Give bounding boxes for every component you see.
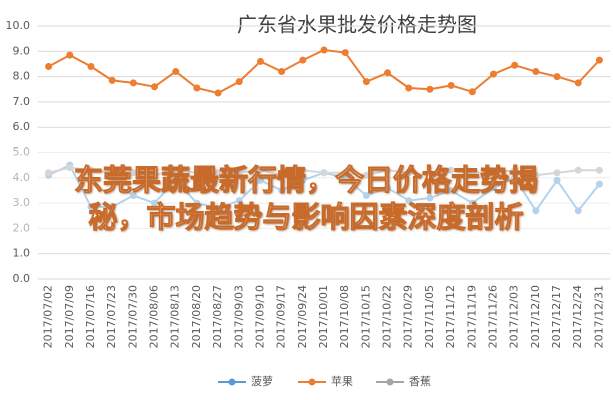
x-tick-label: 2017/08/06 [148, 285, 161, 348]
x-tick-label: 2017/11/12 [444, 285, 457, 348]
y-tick-label: 1.0 [13, 247, 31, 260]
x-tick-label: 2017/08/27 [211, 285, 224, 348]
y-tick-label: 7.0 [13, 95, 31, 108]
x-tick-label: 2017/10/01 [317, 285, 330, 348]
point-marker [595, 56, 603, 64]
x-tick-label: 2017/12/10 [529, 285, 542, 348]
point-marker [511, 61, 519, 69]
point-marker [553, 73, 561, 81]
point-marker [172, 68, 180, 76]
chart-title: 广东省水果批发价格走势图 [237, 13, 477, 37]
banner-text: 东莞果蔬最新行情，今日价格走势揭秘，市场趋势与影响因素深度剖析 [73, 163, 538, 235]
legend-label: 菠萝 [251, 375, 273, 388]
point-marker [405, 84, 413, 92]
x-tick-label: 2017/11/19 [465, 285, 478, 348]
legend-label: 香蕉 [409, 375, 431, 388]
x-tick-label: 2017/07/02 [42, 285, 55, 348]
banner: 东莞果蔬最新行情，今日价格走势揭秘，市场趋势与影响因素深度剖析 [0, 148, 613, 245]
point-marker [384, 69, 392, 77]
y-tick-label: 9.0 [13, 44, 31, 57]
point-marker [574, 79, 582, 87]
y-tick-label: 0.0 [13, 272, 31, 285]
x-tick-label: 2017/07/30 [126, 285, 139, 348]
x-tick-label: 2017/12/31 [592, 285, 605, 348]
legend-label: 苹果 [331, 374, 353, 388]
point-marker [341, 49, 349, 57]
point-marker [299, 56, 307, 64]
x-tick-label: 2017/07/23 [105, 285, 118, 348]
point-marker [362, 78, 370, 86]
point-marker [278, 68, 286, 76]
legend-marker [386, 378, 394, 386]
point-marker [320, 46, 328, 54]
x-tick-label: 2017/11/05 [423, 285, 436, 348]
point-marker [532, 68, 540, 76]
point-marker [87, 62, 95, 70]
point-marker [256, 57, 264, 65]
x-tick-label: 2017/07/16 [84, 285, 97, 348]
legend-marker [228, 378, 236, 386]
x-tick-label: 2017/09/24 [296, 285, 309, 348]
point-marker [66, 51, 74, 59]
x-tick-label: 2017/09/10 [253, 285, 266, 348]
point-marker [45, 62, 53, 70]
point-marker [235, 78, 243, 86]
legend-marker [308, 378, 316, 386]
point-marker [151, 83, 159, 91]
x-tick-label: 2017/09/17 [275, 285, 288, 348]
point-marker [468, 88, 476, 96]
point-marker [193, 84, 201, 92]
x-tick-label: 2017/10/15 [359, 285, 372, 348]
x-tick-label: 2017/10/08 [338, 285, 351, 348]
point-marker [108, 76, 116, 84]
y-tick-label: 6.0 [13, 120, 31, 133]
point-marker [426, 85, 434, 93]
point-marker [214, 89, 222, 97]
point-marker [447, 81, 455, 89]
x-tick-label: 2017/12/17 [550, 285, 563, 348]
point-marker [129, 79, 137, 87]
x-tick-label: 2017/10/22 [381, 285, 394, 348]
y-tick-label: 8.0 [13, 70, 31, 83]
x-tick-label: 2017/07/09 [63, 285, 76, 348]
x-tick-label: 2017/12/03 [508, 285, 521, 348]
series-line [48, 49, 601, 95]
point-marker [489, 70, 497, 78]
x-tick-label: 2017/11/26 [486, 285, 499, 348]
x-tick-label: 2017/08/20 [190, 285, 203, 348]
x-tick-label: 2017/12/24 [571, 285, 584, 348]
x-tick-label: 2017/09/03 [232, 285, 245, 348]
x-tick-label: 2017/10/29 [402, 285, 415, 348]
x-tick-label: 2017/08/13 [169, 285, 182, 348]
y-tick-label: 10.0 [6, 19, 31, 32]
